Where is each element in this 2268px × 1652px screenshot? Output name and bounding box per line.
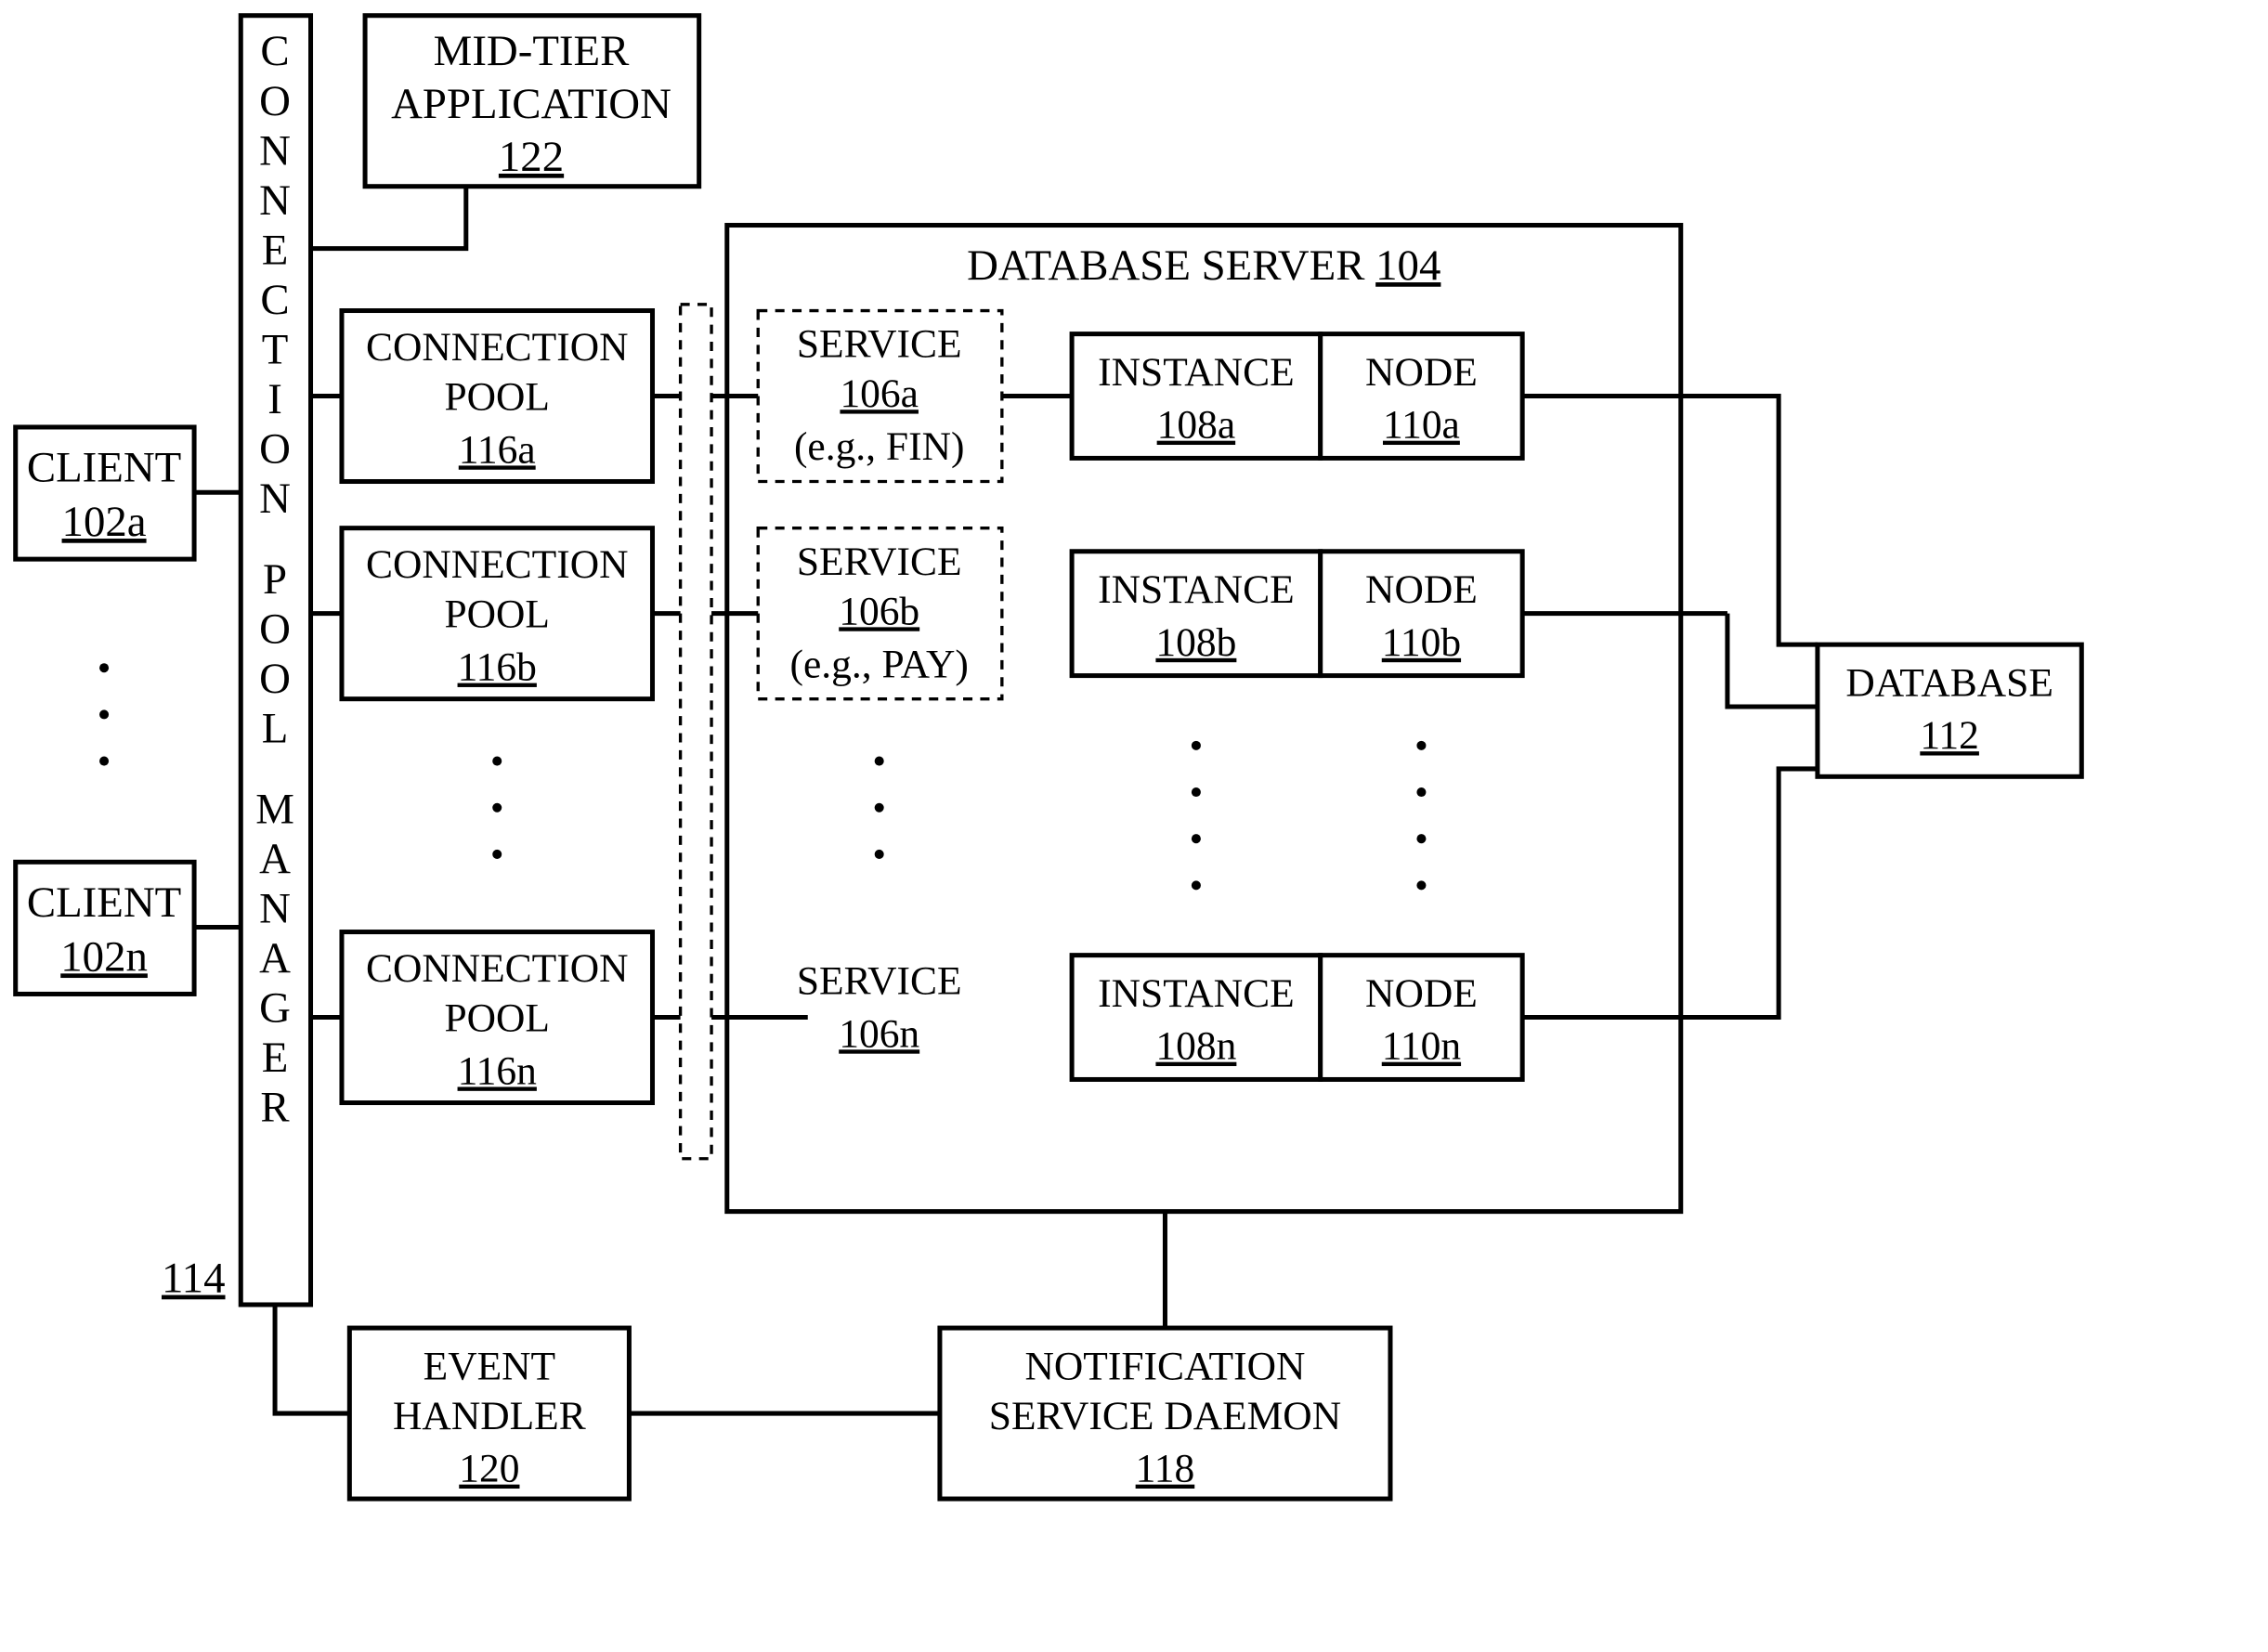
svg-text:P: P [263, 555, 287, 604]
instance-node-a: INSTANCE 108a NODE 110a [1072, 334, 1522, 459]
node-a-label: NODE [1365, 350, 1478, 395]
node-b-label: NODE [1365, 567, 1478, 612]
nsd-ref: 118 [1136, 1447, 1195, 1491]
client-n-label: CLIENT [27, 878, 181, 927]
service-n-ref: 106n [839, 1011, 919, 1056]
nsd-l1: NOTIFICATION [1025, 1344, 1306, 1388]
instance-n-ref: 108n [1155, 1024, 1236, 1069]
client-a-box: CLIENT 102a [16, 427, 194, 559]
eh-l2: HANDLER [393, 1394, 586, 1438]
svg-text:M: M [255, 785, 294, 833]
instance-node-b: INSTANCE 108b NODE 110b [1072, 552, 1522, 676]
pool-n-box: CONNECTION POOL 116n [342, 932, 653, 1103]
client-n-ref: 102n [60, 932, 148, 981]
pool-n-l1: CONNECTION [366, 946, 629, 991]
eh-ref: 120 [459, 1447, 519, 1491]
midtier-l1: MID-TIER [434, 27, 630, 75]
svg-text:O: O [259, 424, 291, 473]
nsd-box: NOTIFICATION SERVICE DAEMON 118 [940, 1328, 1390, 1499]
database-box: DATABASE 112 [1818, 644, 2081, 776]
node-b-ref: 110b [1382, 620, 1461, 665]
node-n-ref: 110n [1382, 1024, 1462, 1069]
instance-b-label: INSTANCE [1098, 567, 1294, 612]
client-a-label: CLIENT [27, 444, 181, 492]
database-label: DATABASE [1845, 660, 2053, 705]
midtier-ref: 122 [499, 133, 564, 181]
svg-text:O: O [259, 77, 291, 125]
pool-b-ref: 116b [458, 645, 537, 690]
svg-text:O: O [259, 605, 291, 653]
client-a-ref: 102a [62, 498, 147, 546]
instance-node-n: INSTANCE 108n NODE 110n [1072, 956, 1522, 1080]
svg-text:DATABASE SERVER: DATABASE SERVER 104 [967, 241, 1440, 290]
midtier-box: MID-TIER APPLICATION 122 [365, 16, 699, 187]
architecture-diagram: CLIENT 102a CLIENT 102n C O N N E C T I … [0, 0, 2268, 1646]
service-b-ref: 106b [839, 589, 919, 633]
midtier-l2: APPLICATION [391, 80, 671, 128]
svg-text:C: C [260, 276, 289, 324]
instance-a-label: INSTANCE [1098, 350, 1294, 395]
svg-text:N: N [259, 126, 291, 175]
svg-text:A: A [259, 835, 291, 883]
svg-text:G: G [259, 984, 291, 1033]
client-n-box: CLIENT 102n [16, 862, 194, 994]
svg-text:N: N [259, 475, 291, 523]
instance-b-ref: 108b [1155, 620, 1236, 665]
svg-text:N: N [259, 176, 291, 225]
dbserver-ref: 104 [1375, 241, 1440, 290]
pool-b-l2: POOL [444, 592, 550, 637]
instance-a-ref: 108a [1157, 403, 1236, 448]
pool-a-l1: CONNECTION [366, 325, 629, 370]
eh-l1: EVENT [424, 1344, 555, 1388]
instance-n-label: INSTANCE [1098, 971, 1294, 1016]
node-a-ref: 110a [1383, 403, 1460, 448]
svg-text:L: L [262, 705, 289, 753]
service-n-label: SERVICE [797, 958, 962, 1003]
pool-a-box: CONNECTION POOL 116a [342, 311, 653, 482]
svg-text:T: T [262, 325, 289, 373]
event-handler-box: EVENT HANDLER 120 [349, 1328, 629, 1499]
svg-text:E: E [262, 1034, 289, 1082]
pool-dash-left [681, 305, 711, 1159]
service-a-ref: 106a [840, 371, 918, 416]
pool-a-ref: 116a [459, 427, 536, 472]
svg-text:A: A [259, 934, 291, 982]
svg-text:R: R [260, 1084, 290, 1132]
pool-n-l2: POOL [444, 996, 550, 1041]
dbserver-label: DATABASE SERVER [967, 241, 1365, 290]
cpm-box: C O N N E C T I O N P O O L M A N A G E … [162, 16, 311, 1305]
svg-text:I: I [267, 375, 282, 423]
clients-ellipsis [99, 663, 109, 765]
pool-b-box: CONNECTION POOL 116b [342, 528, 653, 699]
nsd-l2: SERVICE DAEMON [989, 1394, 1341, 1438]
service-b-note: (e.g., PAY) [789, 642, 968, 686]
service-a-label: SERVICE [797, 322, 962, 367]
pools-ellipsis [492, 757, 502, 859]
database-ref: 112 [1920, 713, 1979, 758]
service-b-label: SERVICE [797, 540, 962, 584]
cpm-ref: 114 [162, 1255, 226, 1303]
service-a-note: (e.g., FIN) [794, 424, 964, 469]
pool-b-l1: CONNECTION [366, 542, 629, 587]
svg-text:N: N [259, 885, 291, 933]
pool-n-ref: 116n [458, 1048, 538, 1093]
svg-text:E: E [262, 226, 289, 274]
pool-a-l2: POOL [444, 375, 550, 420]
svg-text:C: C [260, 27, 289, 75]
svg-text:O: O [259, 655, 291, 703]
node-n-label: NODE [1365, 971, 1478, 1016]
